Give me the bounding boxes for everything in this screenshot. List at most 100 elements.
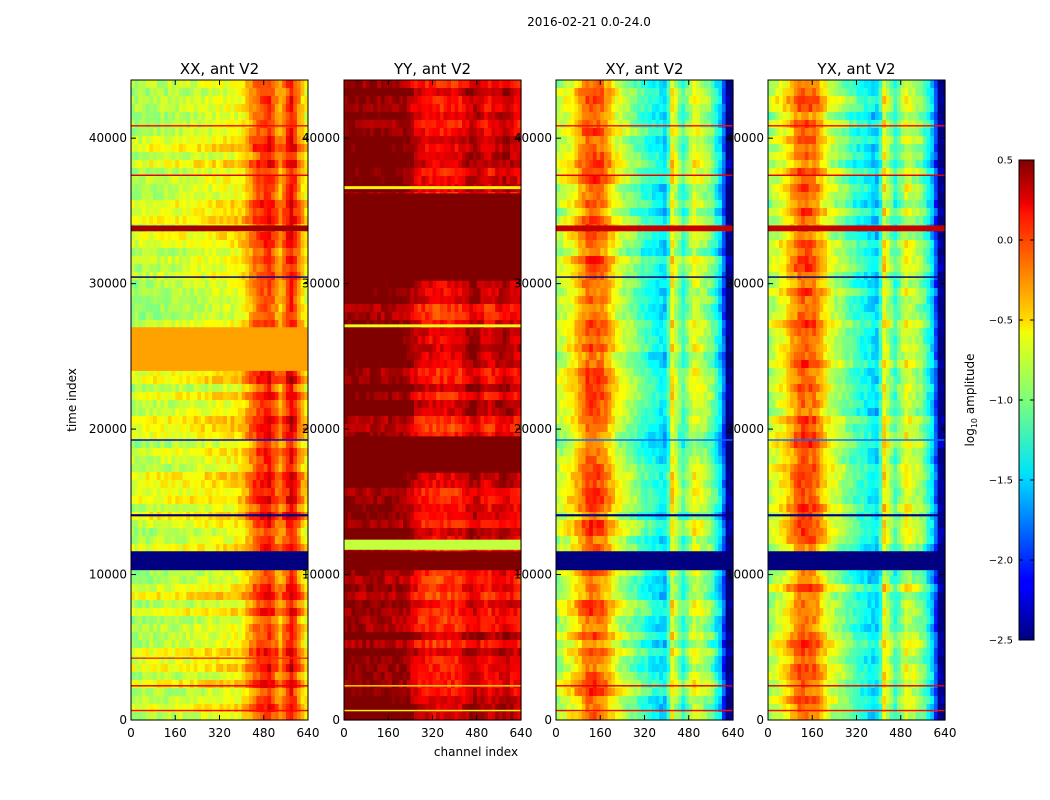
heatmap-cell [164,368,169,377]
heatmap-cell [193,112,198,121]
heatmap-cell [234,616,239,625]
heatmap-cell [138,168,143,177]
heatmap-cell [178,616,184,625]
heatmap-cell [201,480,206,489]
heatmap-cell [491,136,496,145]
heatmap-cell [237,104,243,113]
heatmap-cell [256,96,261,105]
heatmap-cell [164,280,169,289]
heatmap-cell [160,264,165,273]
heatmap-cell [484,104,489,113]
heatmap-cell [480,112,485,121]
heatmap-cell [252,152,257,161]
heatmap-cell [190,104,195,113]
heatmap-cell [230,704,235,713]
heatmap-cell [131,536,136,545]
heatmap-cell [193,712,198,721]
heatmap-cell [300,168,305,177]
heatmap-cell [160,456,165,465]
heatmap-cell [219,112,224,121]
heatmap-cell [234,416,239,425]
heatmap-cell [156,296,162,305]
heatmap-cell [156,248,162,257]
heatmap-cell [245,368,250,377]
heatmap-cell [201,304,206,313]
heatmap-cell [138,120,143,129]
heatmap-cell [256,80,261,89]
heatmap-cell [197,464,202,473]
heatmap-cell [304,448,309,457]
heatmap-cell [289,592,294,601]
heatmap-cell [252,256,257,265]
heatmap-cell [414,144,419,153]
heatmap-cell [245,440,250,449]
heatmap-cell [175,264,180,273]
heatmap-cell [252,128,257,137]
heatmap-cell [212,152,217,161]
heatmap-cell [201,664,206,673]
heatmap-cell [282,248,287,257]
heatmap-cell [197,704,202,713]
heatmap-cell [252,504,257,513]
heatmap-cell [234,264,239,273]
heatmap-cell [138,640,143,649]
heatmap-cell [263,472,269,481]
heatmap-cell [263,160,269,169]
heatmap-cell [271,408,276,417]
heatmap-cell [252,392,257,401]
heatmap-cell [145,472,151,481]
heatmap-cell [230,672,235,681]
heatmap-cell [142,176,147,185]
heatmap-cell [212,136,217,145]
heatmap-cell [509,104,515,113]
heatmap-cell [351,176,356,185]
heatmap-cell [138,192,143,201]
heatmap-cell [138,232,143,241]
heatmap-cell [234,208,239,217]
heatmap-cell [230,272,235,281]
heatmap-cell [223,496,228,505]
heatmap-cell [164,80,169,89]
heatmap-cell [506,168,511,177]
heatmap-cell [230,184,235,193]
heatmap-cell [131,120,136,129]
heatmap-cell [480,152,485,161]
heatmap-cell [204,128,210,137]
heatmap-cell [296,384,302,393]
heatmap-cell [245,616,250,625]
heatmap-cell [267,448,272,457]
heatmap-cell [491,96,496,105]
heatmap-cell [399,144,404,153]
heatmap-cell [304,112,309,121]
heatmap-cell [249,368,254,377]
heatmap-cell [249,640,254,649]
heatmap-cell [149,440,154,449]
heatmap-cell [391,152,397,161]
heatmap-cell [249,408,254,417]
heatmap-cell [160,216,165,225]
heatmap-cell [178,256,184,265]
heatmap-cell [256,256,261,265]
heatmap-cell [215,80,221,89]
heatmap-cell [131,432,136,441]
heatmap-cell [134,536,139,545]
heatmap-cell [506,96,511,105]
heatmap-cell [138,296,143,305]
heatmap-cell [160,616,165,625]
heatmap-cell [201,368,206,377]
heatmap-cell [274,96,280,105]
heatmap-cell [226,496,232,505]
heatmap-cell [160,688,165,697]
heatmap-cell [208,256,213,265]
heatmap-cell [215,160,221,169]
heatmap-cell [447,160,452,169]
heatmap-cell [134,568,139,577]
heatmap-cell [274,472,280,481]
heatmap-cell [293,248,298,257]
heatmap-cell [473,112,478,121]
heatmap-cell [289,368,294,377]
heatmap-cell [160,240,165,249]
heatmap-cell [230,368,235,377]
heatmap-cell [285,312,291,321]
heatmap-cell [447,136,452,145]
